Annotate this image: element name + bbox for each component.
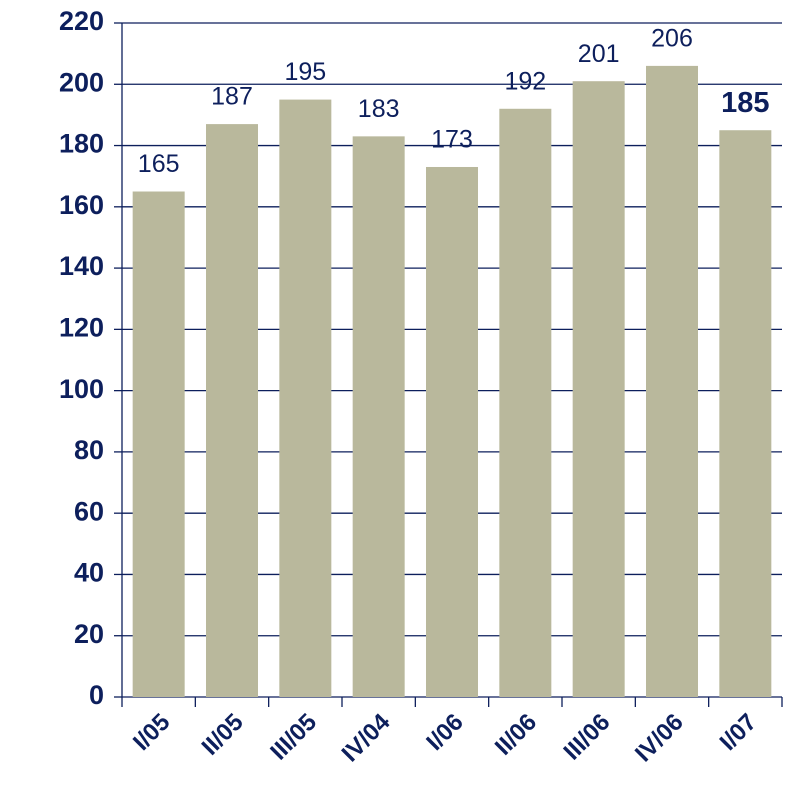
value-label: 183 xyxy=(358,95,400,123)
x-tick-label: I/06 xyxy=(421,709,468,756)
value-label: 195 xyxy=(284,58,326,86)
y-tick-label: 60 xyxy=(74,496,104,526)
bar xyxy=(132,191,185,697)
x-tick-label: I/05 xyxy=(128,709,175,756)
y-tick-label: 100 xyxy=(59,374,104,404)
x-tick-label: III/05 xyxy=(265,709,322,766)
x-tick-label: IV/04 xyxy=(337,708,396,767)
bar xyxy=(572,81,625,697)
bar xyxy=(499,108,552,698)
bar xyxy=(646,65,698,697)
y-tick-label: 160 xyxy=(59,190,104,220)
x-tick-label: I/07 xyxy=(715,709,762,756)
value-label: 201 xyxy=(578,40,620,68)
bar xyxy=(352,136,405,697)
value-label: 206 xyxy=(651,25,693,53)
value-label: 185 xyxy=(721,87,769,119)
bar xyxy=(719,130,772,697)
value-label: 173 xyxy=(431,126,473,154)
y-tick-label: 0 xyxy=(89,680,104,710)
y-tick-label: 40 xyxy=(74,558,104,588)
value-label: 192 xyxy=(504,67,546,95)
x-tick-label: II/06 xyxy=(490,709,542,761)
y-tick-label: 180 xyxy=(59,129,104,159)
bar xyxy=(206,124,258,698)
y-tick-label: 140 xyxy=(59,251,104,281)
y-tick-label: 120 xyxy=(59,312,104,342)
value-label: 165 xyxy=(138,150,180,178)
y-tick-label: 20 xyxy=(74,619,104,649)
x-tick-label: III/06 xyxy=(559,709,616,766)
bar xyxy=(426,166,478,697)
y-tick-label: 220 xyxy=(59,6,104,36)
y-tick-label: 200 xyxy=(59,67,104,97)
x-tick-label: II/05 xyxy=(197,709,249,761)
value-label: 187 xyxy=(211,83,253,111)
y-tick-label: 80 xyxy=(74,435,104,465)
bar xyxy=(279,99,332,697)
x-tick-label: IV/06 xyxy=(630,709,689,768)
